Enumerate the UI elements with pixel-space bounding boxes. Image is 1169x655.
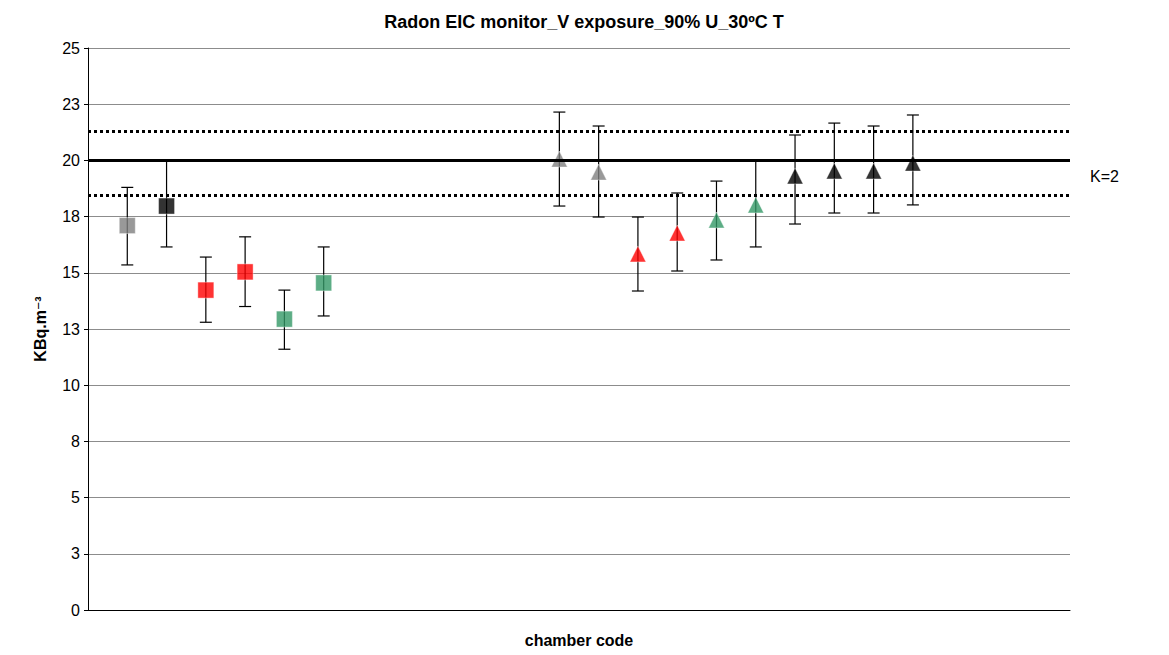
svg-text:20: 20: [62, 152, 80, 169]
svg-text:KBq.m⁻³: KBq.m⁻³: [32, 296, 49, 361]
svg-text:0: 0: [71, 602, 80, 619]
svg-text:8: 8: [71, 433, 80, 450]
svg-text:23: 23: [62, 96, 80, 113]
svg-text:K=2: K=2: [1090, 168, 1119, 185]
svg-text:13: 13: [62, 321, 80, 338]
svg-text:10: 10: [62, 377, 80, 394]
svg-text:chamber code: chamber code: [525, 632, 634, 649]
svg-text:18: 18: [62, 208, 80, 225]
svg-text:Radon EIC monitor_V exposure_9: Radon EIC monitor_V exposure_90% U_30ºC …: [384, 12, 784, 32]
svg-text:5: 5: [71, 489, 80, 506]
svg-text:25: 25: [62, 40, 80, 57]
svg-text:15: 15: [62, 264, 80, 281]
svg-text:3: 3: [71, 545, 80, 562]
